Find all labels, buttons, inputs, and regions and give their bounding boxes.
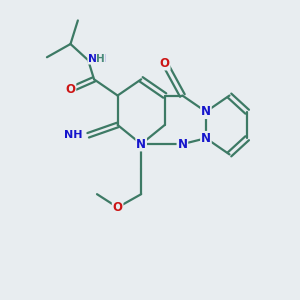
Text: N: N (136, 138, 146, 151)
Text: N: N (201, 132, 211, 145)
Text: N: N (201, 105, 211, 118)
Text: NH: NH (64, 130, 82, 140)
Text: O: O (112, 201, 123, 214)
Text: H: H (96, 54, 105, 64)
Text: NH: NH (88, 54, 107, 64)
Text: N: N (177, 138, 188, 151)
Text: O: O (65, 83, 76, 96)
Text: O: O (160, 57, 170, 70)
